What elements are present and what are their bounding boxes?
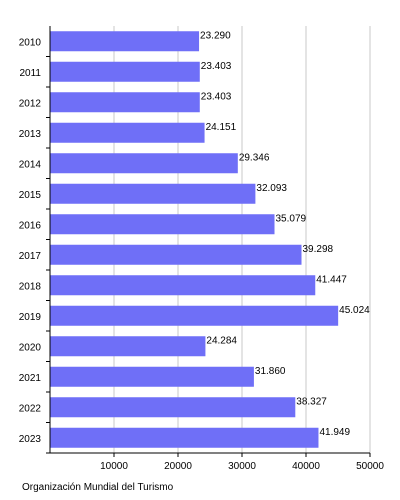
value-label-2016: 35.079 [276,213,307,224]
value-label-2014: 29.346 [239,152,270,163]
value-label-2013: 24.151 [206,122,237,133]
bar-2023 [50,427,319,448]
bar-2012 [50,92,200,113]
labels: 10000 20000 30000 40000 50000 2010 23.290 2011 2… [19,30,385,472]
category-label-2015: 2015 [19,190,42,201]
bar-2021 [50,366,254,387]
bar-2016 [50,214,275,235]
category-label-2019: 2019 [19,312,42,323]
source-note: Organización Mundial del Turismo [22,482,174,493]
bar-2014 [50,153,238,174]
value-label-2021: 31.860 [255,366,286,377]
value-label-2019: 45.024 [339,305,370,316]
bar-2019 [50,305,339,326]
bar-2011 [50,61,200,82]
bar-2017 [50,244,302,265]
value-label-2022: 38.327 [296,396,327,407]
category-label-2011: 2011 [19,68,41,79]
category-label-2012: 2012 [19,98,42,109]
category-label-2018: 2018 [19,281,42,292]
category-label-2023: 2023 [19,434,42,445]
value-label-2015: 32.093 [256,183,287,194]
value-label-2020: 24.284 [206,335,237,346]
category-label-2021: 2021 [19,373,42,384]
bar-2013 [50,122,205,143]
category-label-2013: 2013 [19,129,42,140]
category-label-2022: 2022 [19,403,42,414]
value-label-2018: 41.447 [316,274,347,285]
value-label-2012: 23.403 [201,91,232,102]
category-label-2014: 2014 [19,159,42,170]
bar-2022 [50,397,296,418]
category-label-2017: 2017 [19,251,42,262]
category-label-2020: 2020 [19,342,42,353]
grid-lines [113,26,371,453]
value-label-2017: 39.298 [303,244,334,255]
bar-2015 [50,183,256,204]
bars [50,31,339,448]
x-tick-label: 30000 [228,461,256,472]
bar-2018 [50,275,316,296]
value-label-2011: 23.403 [201,61,232,72]
axes [46,26,371,457]
x-tick-label: 10000 [100,461,128,472]
value-label-2010: 23.290 [200,30,231,41]
category-label-2010: 2010 [19,37,42,48]
bar-2020 [50,336,206,357]
value-label-2023: 41.949 [319,427,350,438]
x-tick-label: 40000 [292,461,320,472]
bar-2010 [50,31,200,52]
x-tick-label: 50000 [356,461,384,472]
x-tick-label: 20000 [164,461,192,472]
category-label-2016: 2016 [19,220,42,231]
